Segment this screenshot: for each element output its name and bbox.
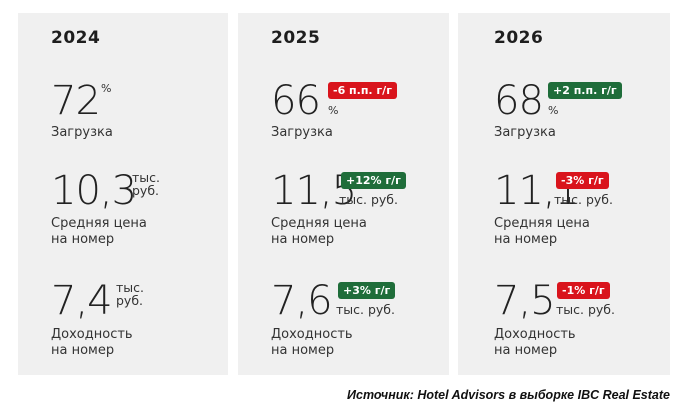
revenue-value: 7,4: [51, 278, 113, 324]
card-2026: 2026 68 +2 п.п. г/г % Загрузка 11,1 -3% …: [458, 13, 670, 375]
price-label-line1: Средняя цена: [51, 216, 147, 231]
price-label-line1: Средняя цена: [494, 216, 590, 231]
revenue-unit: тыс. руб.: [556, 302, 615, 317]
load-label: Загрузка: [494, 125, 556, 140]
price-change-badge: +12% г/г: [341, 172, 406, 189]
load-label: Загрузка: [51, 125, 113, 140]
revenue-value: 7,5: [494, 278, 556, 324]
revenue-change-badge: +3% г/г: [338, 282, 396, 299]
price-value: 10,3: [51, 168, 137, 214]
price-unit-line1: тыс.: [132, 170, 160, 185]
load-value: 66: [271, 78, 321, 124]
price-label-line1: Средняя цена: [271, 216, 367, 231]
revenue-unit: тыс. руб.: [336, 302, 395, 317]
revenue-unit-line1: тыс.: [116, 280, 144, 295]
revenue-label-line2: на номер: [494, 343, 558, 358]
source-caption: Источник: Hotel Advisors в выборке IBC R…: [347, 388, 670, 402]
revenue-label-line1: Доходность: [494, 327, 576, 342]
load-unit: %: [328, 104, 339, 117]
year-label: 2024: [51, 28, 101, 48]
price-label-line2: на номер: [494, 232, 558, 247]
price-label-line2: на номер: [51, 232, 115, 247]
price-unit-line2: руб.: [132, 183, 160, 198]
price-change-badge: -3% г/г: [556, 172, 609, 189]
revenue-value: 7,6: [271, 278, 333, 324]
card-2024: 2024 72 % Загрузка 10,3 тыс. руб. Средня…: [18, 13, 228, 375]
year-label: 2025: [271, 28, 321, 48]
revenue-label-line2: на номер: [51, 343, 115, 358]
year-label: 2026: [494, 28, 544, 48]
revenue-label-line1: Доходность: [51, 327, 133, 342]
load-change-badge: -6 п.п. г/г: [328, 82, 397, 99]
load-unit: %: [101, 82, 112, 95]
revenue-label-line1: Доходность: [271, 327, 353, 342]
load-label: Загрузка: [271, 125, 333, 140]
revenue-label-line2: на номер: [271, 343, 335, 358]
revenue-change-badge: -1% г/г: [557, 282, 610, 299]
load-value: 68: [494, 78, 544, 124]
price-label-line2: на номер: [271, 232, 335, 247]
price-unit: тыс. руб.: [554, 192, 613, 207]
load-value: 72: [51, 78, 101, 124]
load-change-badge: +2 п.п. г/г: [548, 82, 622, 99]
revenue-unit-line2: руб.: [116, 293, 144, 308]
price-unit: тыс. руб.: [339, 192, 398, 207]
load-unit: %: [548, 104, 559, 117]
card-2025: 2025 66 -6 п.п. г/г % Загрузка 11,5 +12%…: [238, 13, 449, 375]
